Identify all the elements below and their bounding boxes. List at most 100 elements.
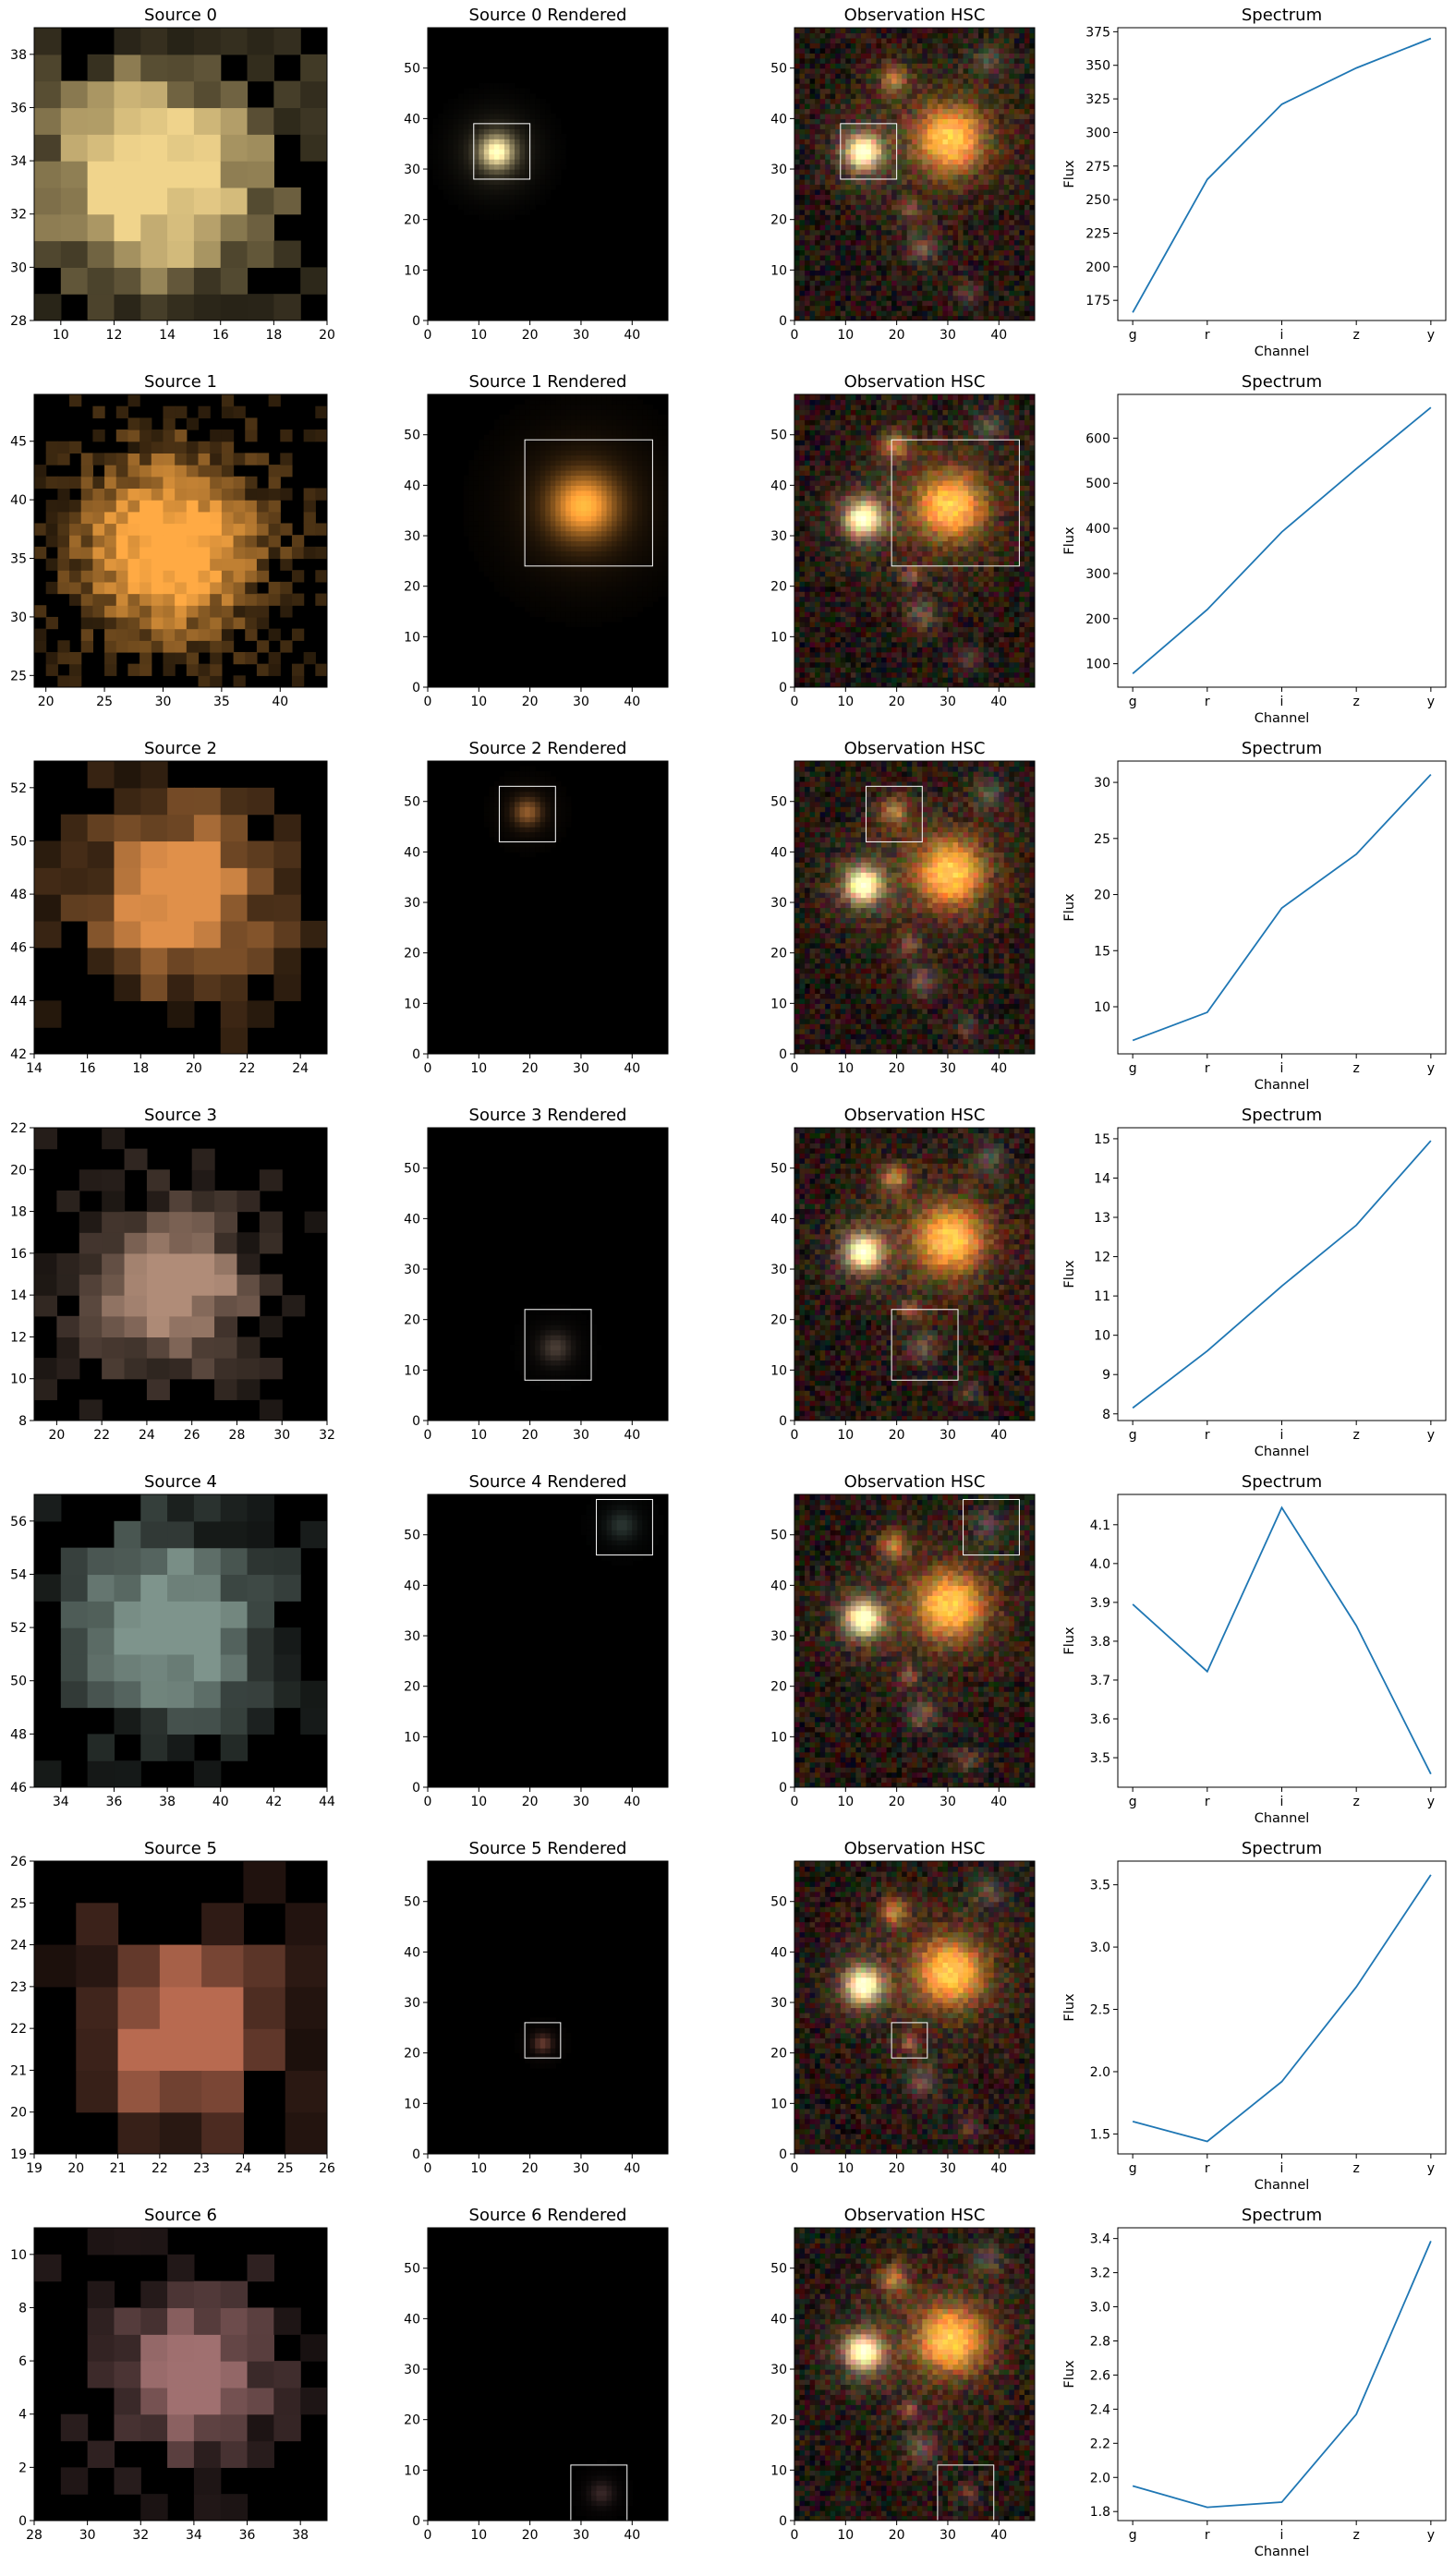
y-tick-label: 3.5 (1090, 1751, 1110, 1766)
x-tick-label: 35 (213, 695, 230, 709)
y-tick-label: 0 (412, 681, 420, 695)
x-tick-label: 20 (522, 1061, 539, 1076)
x-tick-label: 20 (319, 328, 335, 343)
y-tick-label: 200 (1085, 260, 1110, 275)
y-axis-label: Flux (1062, 526, 1077, 555)
y-tick-label: 50 (770, 1162, 787, 1177)
y-tick-label: 26 (10, 1855, 27, 1869)
x-tick-label: 30 (940, 1428, 956, 1443)
y-tick-label: 30 (770, 1996, 787, 2011)
x-tick-label: y (1427, 1428, 1435, 1443)
x-tick-label: 10 (53, 328, 69, 343)
x-tick-label: r (1205, 695, 1210, 709)
x-axis-label: Channel (1255, 1445, 1310, 1459)
y-tick-label: 0 (412, 314, 420, 329)
y-tick-label: 30 (404, 529, 420, 544)
panel-title: Observation HSC (844, 372, 986, 392)
panel-image-r1-c2: Observation HSC 0 10 20 30 40 0 10 20 30 40 50 (770, 372, 1036, 709)
y-tick-label: 10 (770, 1730, 787, 1745)
panel-title: Source 1 (144, 372, 217, 392)
y-tick-label: 3.4 (1090, 2232, 1110, 2247)
y-tick-label: 44 (10, 994, 27, 1009)
y-tick-label: 0 (412, 2514, 420, 2529)
x-tick-label: 20 (67, 2161, 84, 2176)
y-tick-label: 20 (770, 1680, 787, 1695)
y-tick-label: 200 (1085, 612, 1110, 627)
panel-title: Spectrum (1242, 1106, 1322, 1125)
panel-image-r6-c2: Observation HSC 0 10 20 30 40 0 10 20 30 40 50 (770, 2206, 1036, 2543)
y-tick-label: 48 (10, 1727, 27, 1742)
y-tick-label: 50 (770, 1895, 787, 1910)
y-tick-label: 10 (404, 2463, 420, 2478)
image-pixels (794, 761, 1035, 1054)
y-tick-label: 10 (10, 1373, 27, 1387)
y-tick-label: 25 (10, 1896, 27, 1911)
x-tick-label: g (1129, 328, 1137, 343)
y-axis-label: Flux (1062, 2360, 1077, 2389)
x-tick-label: 38 (159, 1795, 176, 1809)
x-tick-label: 40 (624, 1428, 640, 1443)
panel-image-r2-c2: Observation HSC 0 10 20 30 40 0 10 20 30 40 50 (770, 739, 1036, 1076)
y-tick-label: 20 (404, 213, 420, 228)
panel-title: Source 4 Rendered (469, 1472, 627, 1492)
y-tick-label: 18 (10, 1205, 27, 1220)
panel-title: Observation HSC (844, 1106, 986, 1125)
x-tick-label: r (1205, 1795, 1210, 1809)
x-tick-label: y (1427, 695, 1435, 709)
y-tick-label: 30 (10, 611, 27, 625)
image-pixels (794, 2228, 1035, 2521)
source-bounding-box (891, 439, 1020, 567)
y-tick-label: 40 (770, 1212, 787, 1227)
x-tick-label: r (1205, 328, 1210, 343)
panel-image-r1-c0: Source 1 20 25 30 35 40 25 30 35 40 45 (10, 372, 328, 709)
x-tick-label: 30 (940, 2528, 956, 2543)
y-axis-label: Flux (1062, 1627, 1077, 1655)
y-tick-label: 3.7 (1090, 1674, 1110, 1688)
y-tick-label: 20 (10, 1163, 27, 1178)
panel-title: Spectrum (1242, 372, 1322, 392)
spectrum-line (1132, 773, 1432, 1042)
y-tick-label: 8 (18, 1414, 27, 1429)
source-bounding-box (891, 2022, 928, 2059)
y-tick-label: 50 (770, 1529, 787, 1543)
y-tick-label: 3.0 (1090, 2301, 1110, 2316)
panel-image-r2-c1: Source 2 Rendered 0 10 20 30 40 0 10 20 30 40 50 (404, 739, 669, 1076)
x-tick-label: 20 (522, 328, 539, 343)
x-tick-label: z (1353, 2528, 1360, 2543)
y-tick-label: 46 (10, 941, 27, 956)
x-tick-label: z (1353, 1428, 1360, 1443)
source-bounding-box (524, 439, 653, 567)
x-tick-label: 10 (837, 2161, 854, 2176)
y-tick-label: 52 (10, 781, 27, 796)
x-tick-label: 20 (522, 695, 539, 709)
x-tick-label: 40 (624, 328, 640, 343)
x-tick-label: r (1205, 1428, 1210, 1443)
y-tick-label: 40 (770, 478, 787, 493)
y-tick-label: 40 (404, 2312, 420, 2327)
y-axis-label: Flux (1062, 893, 1077, 922)
x-tick-label: 0 (424, 1795, 432, 1809)
y-tick-label: 20 (404, 2413, 420, 2428)
y-tick-label: 30 (404, 1629, 420, 1644)
y-tick-label: 50 (404, 2262, 420, 2277)
x-tick-label: 40 (212, 1795, 229, 1809)
panel-image-r0-c0: Source 0 10 12 14 16 18 20 28 30 32 34 36 38 (10, 6, 335, 343)
x-axis-label: Channel (1255, 2545, 1310, 2559)
image-pixels (428, 83, 566, 221)
x-tick-label: 16 (79, 1061, 96, 1076)
spectrum-line (1132, 1874, 1432, 2143)
x-tick-label: 20 (48, 1428, 65, 1443)
x-tick-label: g (1129, 1795, 1137, 1809)
y-tick-label: 30 (770, 896, 787, 911)
y-tick-label: 22 (10, 1121, 27, 1136)
panel-image-r4-c0: Source 4 34 36 38 40 42 44 46 48 50 52 54 56 (10, 1472, 335, 1809)
y-tick-label: 30 (770, 1263, 787, 1277)
y-tick-label: 3.6 (1090, 1712, 1110, 1727)
y-tick-label: 4.0 (1090, 1557, 1110, 1572)
y-tick-label: 20 (1094, 889, 1110, 903)
x-tick-label: 10 (470, 2528, 487, 2543)
x-tick-label: y (1427, 2161, 1435, 2176)
x-tick-label: 32 (319, 1428, 335, 1443)
x-tick-label: 20 (889, 2161, 905, 2176)
source-bounding-box (840, 123, 898, 180)
